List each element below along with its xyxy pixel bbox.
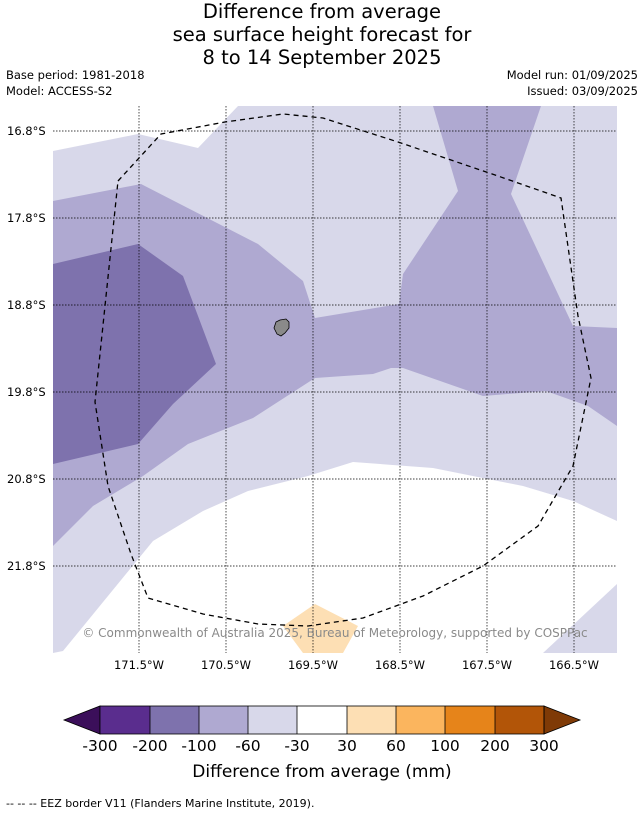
colorbar-segment	[248, 706, 297, 734]
colorbar-tick-label: -100	[181, 737, 217, 755]
model-run: Model run: 01/09/2025	[506, 68, 638, 82]
lon-label: 167.5°W	[461, 658, 513, 672]
colorbar-segment	[297, 706, 347, 734]
gridlines	[53, 106, 617, 653]
lat-label: 16.8°S	[7, 124, 46, 138]
lon-label: 170.5°W	[200, 658, 252, 672]
colorbar-tick-label: 300	[529, 737, 559, 755]
lat-label: 19.8°S	[7, 385, 46, 399]
lat-label: 17.8°S	[7, 211, 46, 225]
lon-label: 168.5°W	[374, 658, 426, 672]
band-minus100	[53, 244, 216, 464]
colorbar-segment	[100, 706, 150, 734]
base-period: Base period: 1981-2018	[6, 68, 145, 82]
model-name: Model: ACCESS-S2	[6, 84, 113, 98]
colorbar-tick-label: -30	[284, 737, 310, 755]
colorbar-extend-low	[62, 705, 101, 735]
band-minus30-bottom-right	[543, 584, 617, 653]
colorbar-tick-label: -60	[235, 737, 261, 755]
colorbar-segment	[150, 706, 199, 734]
colorbar-tick-label: 200	[480, 737, 510, 755]
colorbar-tick-label: -200	[132, 737, 168, 755]
eez-border	[94, 113, 592, 627]
colorbar-segment	[396, 706, 445, 734]
lon-label: 166.5°W	[548, 658, 600, 672]
colorbar-extend-high	[543, 705, 582, 735]
colorbar-outline	[99, 705, 545, 735]
colorbar-segment	[445, 706, 495, 734]
colorbar-segment	[495, 706, 544, 734]
meta-right: Model run: 01/09/2025 Issued: 03/09/2025	[507, 67, 638, 99]
lat-label: 18.8°S	[7, 298, 46, 312]
lat-label: 21.8°S	[7, 559, 46, 573]
issued-date: Issued: 03/09/2025	[527, 84, 638, 98]
colorbar-tick-label: 100	[430, 737, 460, 755]
copyright-text: © Commonwealth of Australia 2025, Bureau…	[82, 626, 588, 640]
colorbar-title: Difference from average (mm)	[192, 762, 452, 782]
colorbar-tick-label: -300	[82, 737, 118, 755]
colorbar	[62, 705, 582, 735]
colorbar-tick-label: 30	[337, 737, 357, 755]
title-line-2: sea surface height forecast for	[172, 23, 472, 46]
lat-label: 20.8°S	[7, 472, 46, 486]
title-line-1: Difference from average	[202, 0, 442, 23]
lon-label: 171.5°W	[113, 658, 165, 672]
footer-note: -- -- -- EEZ border V11 (Flanders Marine…	[6, 797, 315, 810]
colorbar-segment	[199, 706, 248, 734]
island-icon	[273, 318, 290, 337]
map-panel	[53, 106, 617, 653]
lon-label: 169.5°W	[287, 658, 339, 672]
title-line-3: 8 to 14 September 2025	[202, 46, 442, 69]
meta-left: Base period: 1981-2018 Model: ACCESS-S2	[6, 67, 145, 99]
band-minus60-left	[53, 106, 617, 546]
colorbar-tick-label: 60	[386, 737, 406, 755]
band-plus30	[283, 604, 358, 653]
colorbar-segment	[347, 706, 396, 734]
